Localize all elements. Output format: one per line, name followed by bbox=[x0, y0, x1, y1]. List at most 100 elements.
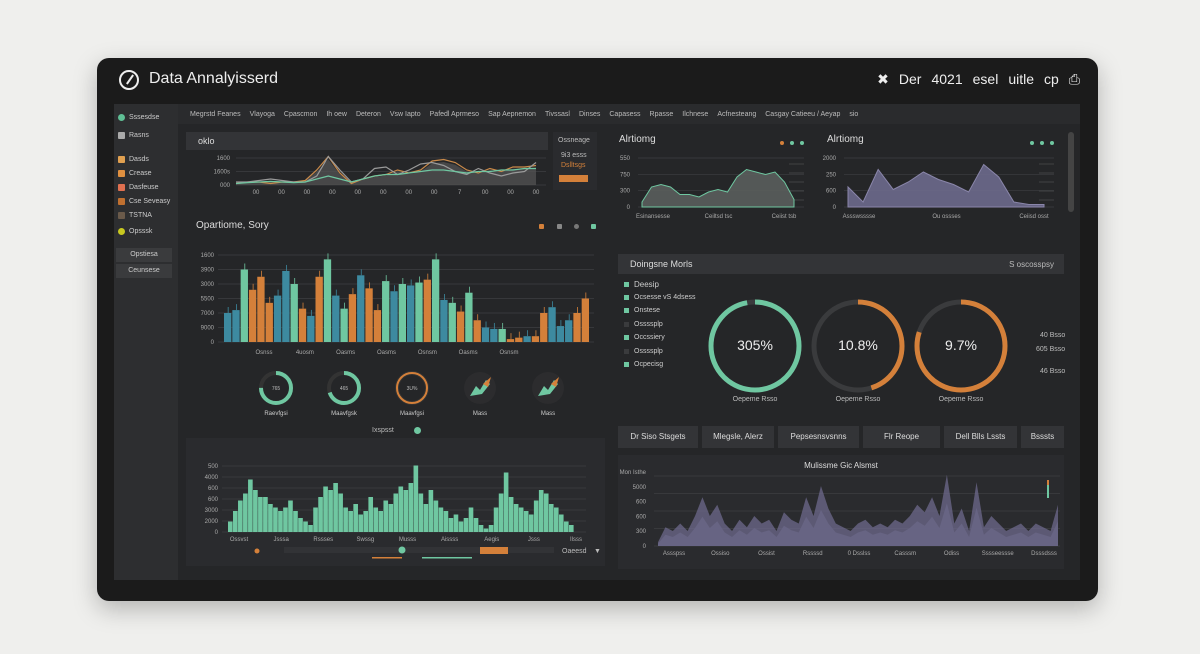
bar bbox=[323, 259, 332, 342]
x-tick-label: Odiss bbox=[944, 551, 959, 557]
sidebar-item-icon bbox=[118, 170, 125, 177]
x-tick-label: Assspss bbox=[663, 551, 685, 557]
x-tick-label: 00 bbox=[507, 190, 514, 196]
histogram-bar bbox=[503, 472, 509, 532]
bar bbox=[240, 269, 248, 342]
y-tick-label: 000 bbox=[220, 183, 231, 189]
y-tick-label: 0 bbox=[627, 205, 631, 211]
range-selection bbox=[480, 547, 508, 554]
sidebar-item[interactable]: Dasfeuse bbox=[118, 184, 159, 191]
legend-label: Onstese bbox=[634, 307, 661, 314]
tab-button[interactable]: Dell Blls Lssts bbox=[944, 426, 1017, 448]
y-tick-label: 600 bbox=[636, 500, 647, 506]
y-tick-label: 1600 bbox=[201, 253, 215, 259]
y-tick-label: 500 bbox=[208, 464, 219, 470]
nav-item[interactable]: Dinses bbox=[578, 110, 601, 118]
bar bbox=[473, 320, 481, 342]
range-marker bbox=[254, 548, 260, 554]
nav-item[interactable]: Megrstd Feanes bbox=[190, 110, 241, 118]
legend-swatch bbox=[624, 282, 629, 287]
y-tick-label: 600 bbox=[208, 486, 219, 492]
histogram-bar bbox=[418, 493, 424, 532]
doughnut-rings bbox=[708, 299, 1008, 393]
nav-item[interactable]: Pafedl Aprmeso bbox=[429, 110, 480, 118]
x-tick-label: 00 bbox=[482, 190, 489, 196]
tab-button[interactable]: Bsssts bbox=[1021, 426, 1064, 448]
gauge-logo-icon bbox=[119, 70, 139, 90]
x-tick-label: Aegis bbox=[484, 537, 499, 543]
panel-title: oklo bbox=[186, 132, 548, 150]
x-tick-label: 00 bbox=[405, 190, 412, 196]
histogram-bar bbox=[293, 511, 298, 532]
nav-item[interactable]: Tivssasl bbox=[544, 110, 570, 118]
bar bbox=[440, 299, 448, 342]
nav-item[interactable]: Vsw Iapto bbox=[389, 110, 421, 118]
bar bbox=[365, 288, 373, 342]
bar bbox=[573, 313, 581, 342]
title-bar-status: ✖ Der 4021 esel uitle cp ⎙ bbox=[877, 71, 1080, 88]
bar bbox=[490, 328, 498, 342]
y-tick-label: 2000 bbox=[205, 519, 219, 525]
nav-item[interactable]: Sap Aepnemon bbox=[488, 110, 536, 118]
tab-button[interactable]: Mlegsle, Alerz bbox=[702, 426, 774, 448]
histogram-bar bbox=[248, 479, 253, 532]
sidebar-item[interactable]: Crease bbox=[118, 170, 152, 177]
nav-item[interactable]: Casgay Catieeu / Aeyap bbox=[765, 110, 841, 118]
nav-item[interactable]: Deteron bbox=[355, 110, 381, 118]
dropdown-arrow-icon[interactable]: ▼ bbox=[594, 548, 601, 555]
sidebar-item[interactable]: Sssesdse bbox=[118, 114, 159, 121]
x-tick-label: 00 bbox=[533, 190, 540, 196]
tab-button[interactable]: Flr Reope bbox=[863, 426, 940, 448]
nav-item[interactable]: Capasess bbox=[609, 110, 641, 118]
legend-label: Oaeesd bbox=[562, 548, 587, 555]
bar bbox=[315, 276, 323, 342]
sidebar-item[interactable]: Opsssk bbox=[118, 228, 152, 235]
header-right-label[interactable]: S oscosspsy bbox=[1009, 260, 1054, 269]
histogram-bar bbox=[383, 500, 389, 532]
legend-dot bbox=[414, 427, 421, 434]
area-fill bbox=[641, 168, 795, 208]
y-tick-label: 600 bbox=[208, 497, 219, 503]
gauge-label: Mass bbox=[473, 411, 487, 417]
nav-item[interactable]: Ih oew bbox=[326, 110, 347, 118]
x-tick-label: 7 bbox=[458, 190, 462, 196]
nav-item[interactable]: Vlayoga bbox=[249, 110, 275, 118]
side-stat: 40 Bsso bbox=[1040, 332, 1066, 339]
nav-item[interactable]: Rpasse bbox=[649, 110, 674, 118]
status-text: 4021 bbox=[931, 71, 963, 87]
x-tick-label: Ceiisd osst bbox=[1019, 214, 1049, 220]
y-tick-label: 3900 bbox=[201, 268, 215, 274]
pin-icon[interactable]: ✖ bbox=[877, 71, 889, 87]
gauge-label: Maavfgsi bbox=[400, 411, 424, 417]
notification-icon[interactable]: ⎙ bbox=[1068, 71, 1080, 87]
app-title: Data Annalyisserd bbox=[149, 70, 278, 87]
tab-button[interactable]: Dr Siso Stsgets bbox=[618, 426, 698, 448]
nav-item[interactable]: sio bbox=[849, 110, 859, 118]
sidebar-button[interactable]: Opstiesa bbox=[116, 248, 172, 262]
y-tick-label: 3000 bbox=[201, 282, 215, 288]
sidebar-item[interactable]: Cse Seveasy bbox=[118, 198, 170, 205]
y-tick-label: 0 bbox=[833, 205, 837, 211]
histogram-bar bbox=[318, 497, 323, 532]
nav-item[interactable]: Acfnesteang bbox=[717, 110, 757, 118]
nav-item[interactable]: Ilchnese bbox=[682, 110, 709, 118]
legend-bar bbox=[1047, 480, 1049, 485]
nav-item[interactable]: Cpascmon bbox=[283, 110, 318, 118]
histogram-bar bbox=[243, 493, 248, 532]
ring-value: 10.8% bbox=[838, 337, 878, 353]
sidebar-button[interactable]: Ceunsese bbox=[116, 264, 172, 278]
ring-label: Oepeme Rsso bbox=[732, 396, 778, 403]
scrollbar[interactable] bbox=[1068, 132, 1074, 212]
histogram-bar bbox=[393, 493, 399, 532]
histogram-bar bbox=[568, 525, 574, 532]
x-tick-label: Ilsss bbox=[570, 537, 582, 543]
sidebar-item[interactable]: TSTNA bbox=[118, 212, 152, 219]
sidebar-item[interactable]: Rasns bbox=[118, 132, 149, 139]
histogram-bar bbox=[343, 507, 348, 532]
tab-button[interactable]: Pepsesnsvsnns bbox=[778, 426, 859, 448]
sidebar-item[interactable]: Dasds bbox=[118, 156, 149, 163]
histogram-bar bbox=[518, 507, 524, 532]
legend-swatch bbox=[624, 335, 629, 340]
histogram-bar bbox=[523, 511, 529, 532]
